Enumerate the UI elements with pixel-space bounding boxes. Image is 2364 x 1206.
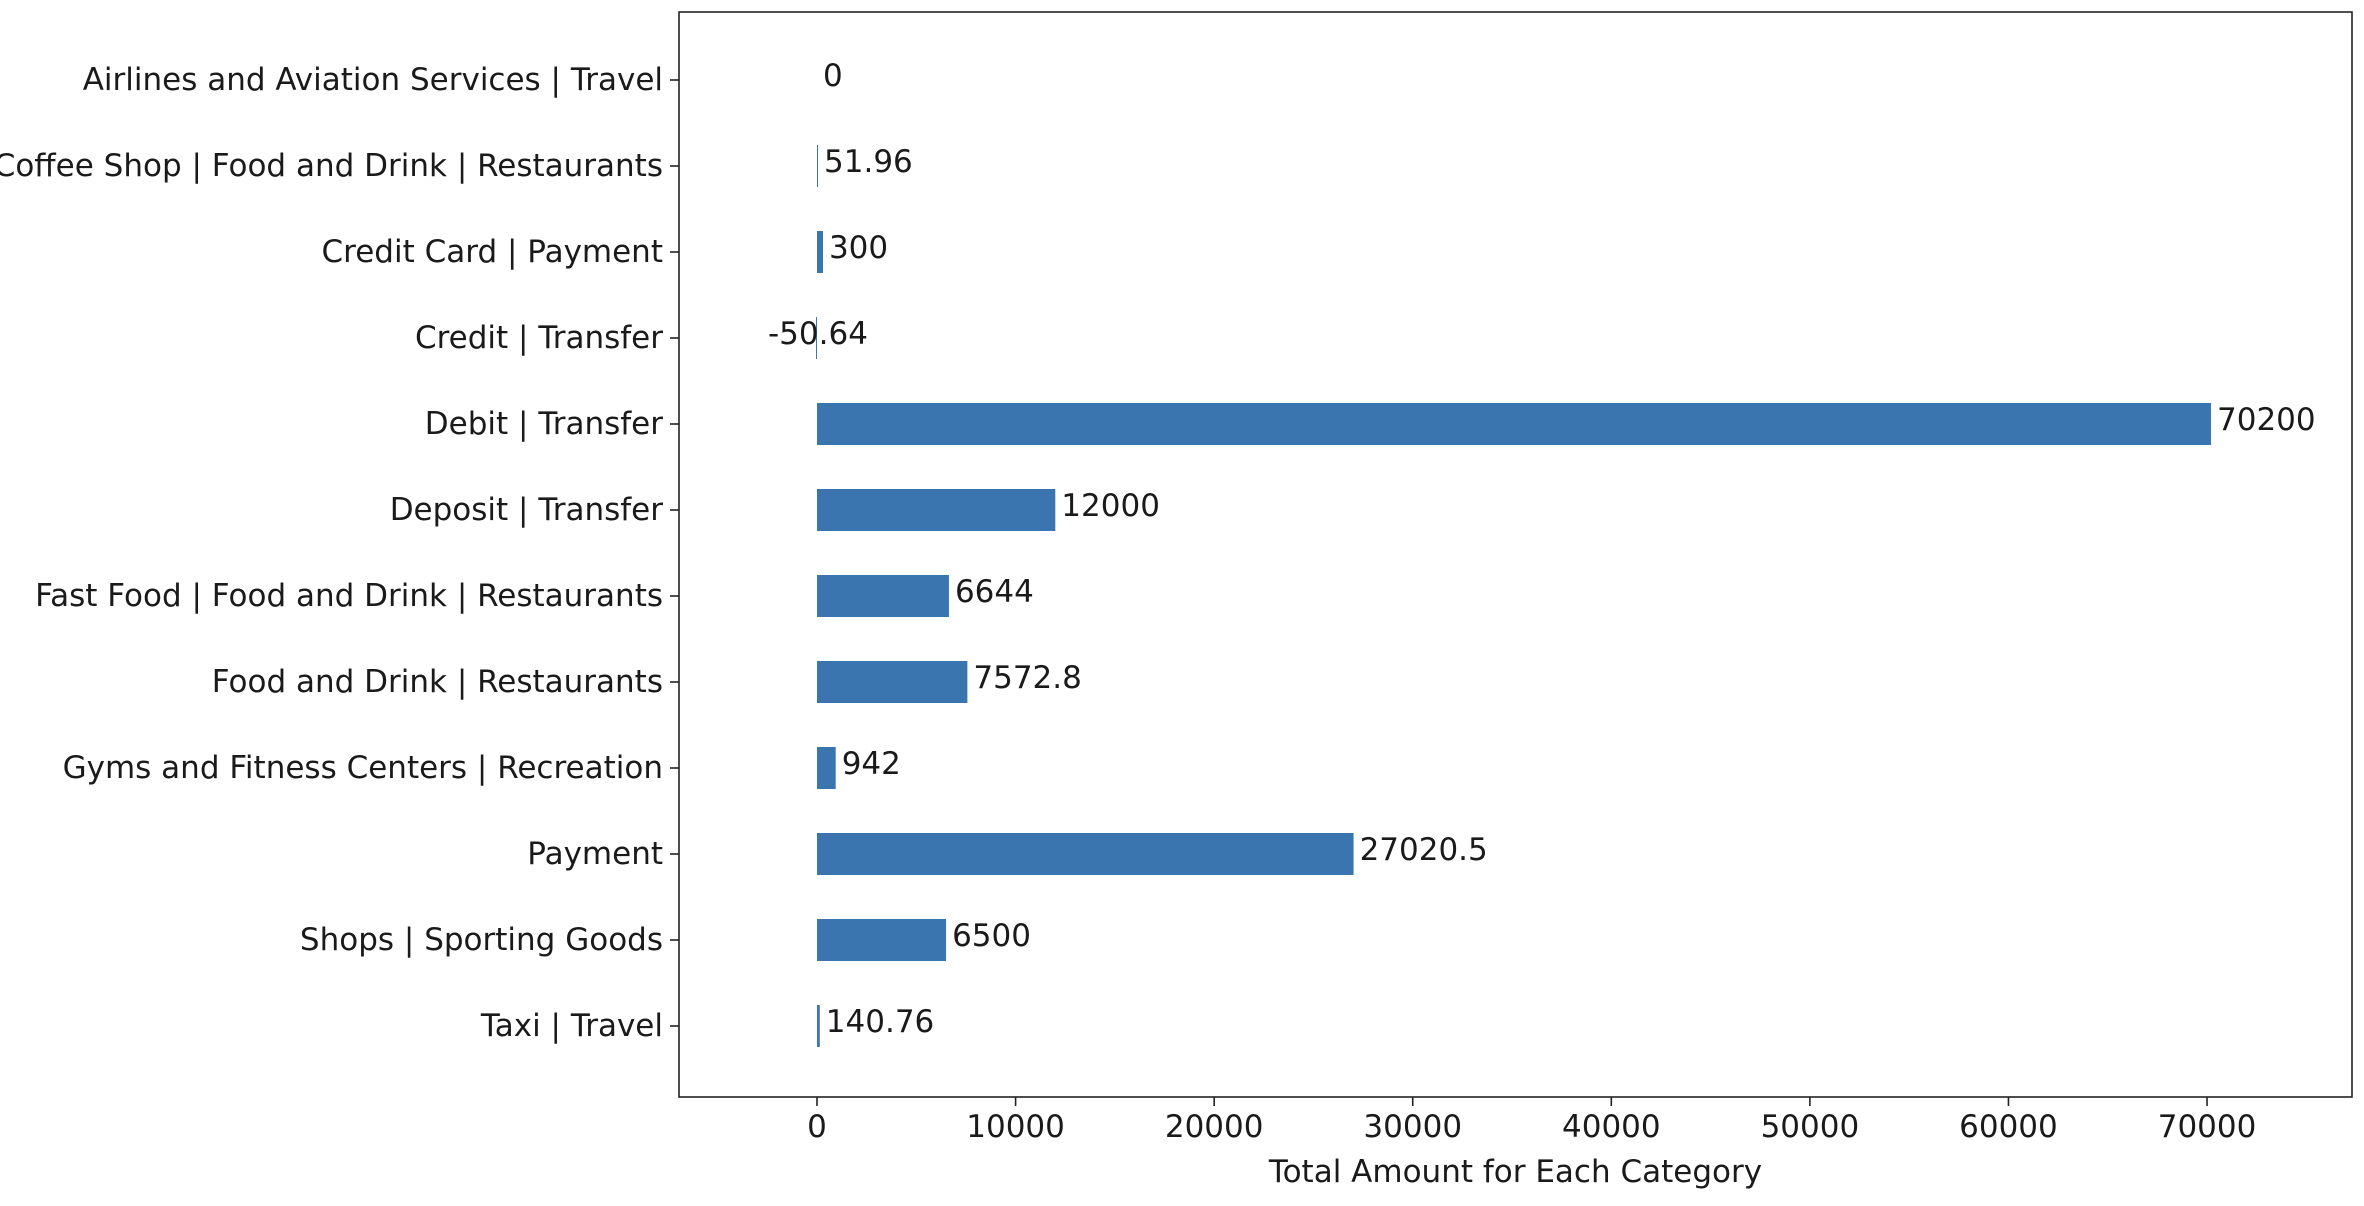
data-label: 300	[829, 230, 888, 266]
bar	[817, 575, 949, 617]
data-label: 140.76	[826, 1004, 934, 1040]
data-label: 7572.8	[973, 660, 1081, 696]
x-tick-label: 60000	[1959, 1109, 2058, 1145]
category-label: Credit | Transfer	[415, 320, 663, 356]
x-tick-label: 70000	[2158, 1109, 2257, 1145]
category-label: Food and Drink | Restaurants	[212, 664, 663, 700]
category-label: Fast Food | Food and Drink | Restaurants	[35, 578, 663, 614]
category-label: Payment	[527, 836, 663, 872]
bar	[817, 661, 968, 703]
bars-group	[816, 145, 2212, 1047]
category-label: Coffee Shop | Food and Drink | Restauran…	[0, 148, 663, 184]
data-label: 6644	[955, 574, 1034, 610]
x-axis-ticks: 0 10000 20000 30000 40000 50000 60000 70000	[807, 1097, 2256, 1145]
category-label: Airlines and Aviation Services | Travel	[83, 62, 663, 98]
bar	[817, 1005, 820, 1047]
x-tick-label: 20000	[1165, 1109, 1264, 1145]
data-label: -50.64	[768, 316, 868, 352]
category-labels: Airlines and Aviation Services | Travel C…	[0, 62, 679, 1044]
data-label: 51.96	[824, 144, 913, 180]
bar	[817, 489, 1056, 531]
bar	[817, 833, 1354, 875]
bar	[816, 317, 818, 359]
data-label: 6500	[952, 918, 1031, 954]
data-label: 27020.5	[1360, 832, 1488, 868]
category-label: Debit | Transfer	[425, 406, 663, 442]
data-label: 942	[842, 746, 901, 782]
data-label: 70200	[2217, 402, 2316, 438]
x-tick-label: 50000	[1761, 1109, 1860, 1145]
x-tick-label: 10000	[966, 1109, 1065, 1145]
bar	[817, 145, 819, 187]
category-label: Shops | Sporting Goods	[300, 922, 663, 958]
category-label: Gyms and Fitness Centers | Recreation	[63, 750, 663, 786]
x-axis-title: Total Amount for Each Category	[1268, 1154, 1762, 1190]
category-label: Deposit | Transfer	[390, 492, 664, 528]
category-label: Taxi | Travel	[480, 1008, 663, 1044]
x-tick-label: 30000	[1363, 1109, 1462, 1145]
x-tick-label: 40000	[1562, 1109, 1661, 1145]
category-label: Credit Card | Payment	[322, 234, 663, 270]
data-label: 0	[823, 58, 843, 94]
data-label: 12000	[1061, 488, 1160, 524]
bar	[817, 231, 823, 273]
data-labels: 0 51.96 300 -50.64 70200 12000 6644 7572.8 942 27…	[768, 58, 2316, 1040]
x-tick-label: 0	[807, 1109, 827, 1145]
bar	[817, 747, 836, 789]
bar	[817, 403, 2212, 445]
plot-frame	[678, 11, 2353, 1098]
bar	[817, 919, 947, 961]
